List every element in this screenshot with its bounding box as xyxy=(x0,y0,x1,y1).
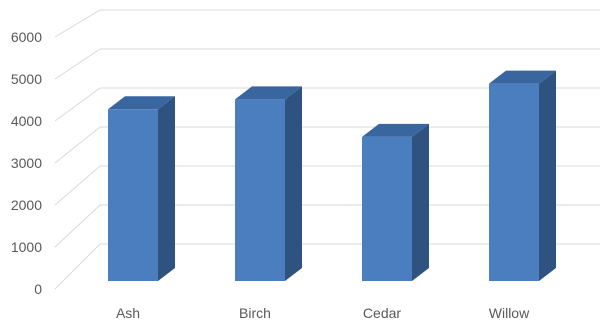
bar-birch xyxy=(235,86,302,281)
y-axis-tick-labels: 0 1000 2000 3000 4000 5000 6000 xyxy=(11,29,42,297)
x-category-label: Ash xyxy=(116,305,140,321)
x-category-label: Willow xyxy=(489,305,530,321)
bar-side xyxy=(539,70,556,281)
y-tick-label: 2000 xyxy=(11,197,42,213)
bar-side xyxy=(412,123,429,281)
gridline-0 xyxy=(54,243,600,290)
y-tick-label: 0 xyxy=(34,281,42,297)
bar-side xyxy=(285,86,302,281)
bar-top xyxy=(489,70,556,84)
y-tick-label: 1000 xyxy=(11,239,42,255)
gridline-2000 xyxy=(54,165,600,206)
bar-top xyxy=(362,123,429,137)
bar-willow xyxy=(489,70,556,281)
y-tick-label: 6000 xyxy=(11,29,42,45)
gridline-5000 xyxy=(54,48,600,80)
x-category-label: Cedar xyxy=(363,305,401,321)
x-category-label: Birch xyxy=(239,305,271,321)
bar-side xyxy=(158,96,175,282)
gridline-1000 xyxy=(54,204,600,248)
gridline-6000 xyxy=(54,9,600,38)
gridline-3000 xyxy=(54,126,600,164)
bar-front xyxy=(362,136,412,281)
bar-front xyxy=(489,83,539,281)
gridlines xyxy=(54,9,600,290)
bar-top xyxy=(108,96,175,110)
x-axis-category-labels: Ash Birch Cedar Willow xyxy=(116,305,530,321)
gridline-4000 xyxy=(54,87,600,122)
bar-top xyxy=(235,86,302,100)
bar-front xyxy=(108,109,158,282)
y-tick-label: 4000 xyxy=(11,113,42,129)
bar-ash xyxy=(108,96,175,282)
y-tick-label: 3000 xyxy=(11,155,42,171)
bar-front xyxy=(235,99,285,281)
bars xyxy=(108,70,556,282)
bar-cedar xyxy=(362,123,429,281)
y-tick-label: 5000 xyxy=(11,71,42,87)
